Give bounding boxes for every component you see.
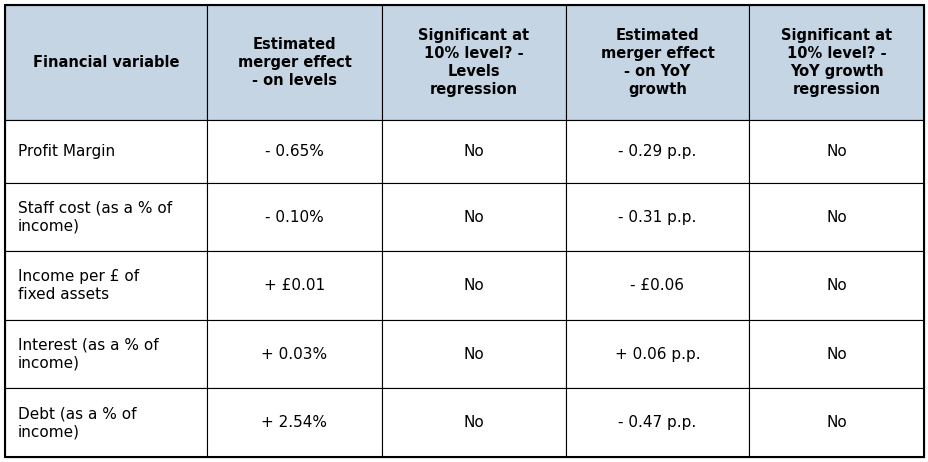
Bar	[207, 251, 381, 320]
Text: Significant at
10% level? -
Levels
regression: Significant at 10% level? - Levels regre…	[418, 28, 529, 97]
Text: + 0.06 p.p.: + 0.06 p.p.	[614, 347, 700, 362]
Bar	[749, 5, 923, 120]
Bar	[207, 5, 381, 120]
Bar	[381, 5, 565, 120]
Text: + 2.54%: + 2.54%	[261, 415, 328, 430]
Bar	[5, 183, 207, 251]
Text: - 0.10%: - 0.10%	[264, 210, 324, 225]
Text: No: No	[825, 144, 846, 159]
Bar	[565, 5, 749, 120]
Text: Interest (as a % of
income): Interest (as a % of income)	[18, 338, 159, 371]
Text: No: No	[463, 210, 483, 225]
Text: No: No	[463, 278, 483, 293]
Text: No: No	[825, 210, 846, 225]
Bar	[5, 320, 207, 389]
Bar	[381, 183, 565, 251]
Bar	[381, 389, 565, 457]
Text: - £0.06: - £0.06	[630, 278, 684, 293]
Text: Staff cost (as a % of
income): Staff cost (as a % of income)	[18, 201, 172, 234]
Text: Significant at
10% level? -
YoY growth
regression: Significant at 10% level? - YoY growth r…	[780, 28, 891, 97]
Text: No: No	[825, 347, 846, 362]
Text: Estimated
merger effect
- on YoY
growth: Estimated merger effect - on YoY growth	[599, 28, 714, 97]
Text: Debt (as a % of
income): Debt (as a % of income)	[18, 406, 136, 439]
Bar	[381, 251, 565, 320]
Bar	[565, 251, 749, 320]
Bar	[749, 389, 923, 457]
Bar	[5, 389, 207, 457]
Text: + £0.01: + £0.01	[264, 278, 325, 293]
Bar	[565, 183, 749, 251]
Bar	[565, 389, 749, 457]
Bar	[5, 251, 207, 320]
Bar	[565, 120, 749, 183]
Bar	[207, 389, 381, 457]
Text: - 0.47 p.p.: - 0.47 p.p.	[618, 415, 696, 430]
Text: Financial variable: Financial variable	[32, 55, 179, 70]
Bar	[207, 120, 381, 183]
Text: + 0.03%: + 0.03%	[261, 347, 328, 362]
Text: No: No	[825, 278, 846, 293]
Text: Profit Margin: Profit Margin	[18, 144, 115, 159]
Bar	[5, 5, 207, 120]
Bar	[381, 120, 565, 183]
Bar	[381, 320, 565, 389]
Text: Estimated
merger effect
- on levels: Estimated merger effect - on levels	[238, 37, 351, 88]
Bar	[565, 320, 749, 389]
Text: No: No	[825, 415, 846, 430]
Bar	[5, 120, 207, 183]
Bar	[207, 320, 381, 389]
Bar	[207, 183, 381, 251]
Text: - 0.65%: - 0.65%	[264, 144, 324, 159]
Text: No: No	[463, 415, 483, 430]
Text: - 0.31 p.p.: - 0.31 p.p.	[618, 210, 696, 225]
Bar	[749, 251, 923, 320]
Text: - 0.29 p.p.: - 0.29 p.p.	[618, 144, 696, 159]
Text: No: No	[463, 144, 483, 159]
Bar	[749, 120, 923, 183]
Text: Income per £ of
fixed assets: Income per £ of fixed assets	[18, 269, 139, 302]
Bar	[749, 320, 923, 389]
Bar	[749, 183, 923, 251]
Text: No: No	[463, 347, 483, 362]
